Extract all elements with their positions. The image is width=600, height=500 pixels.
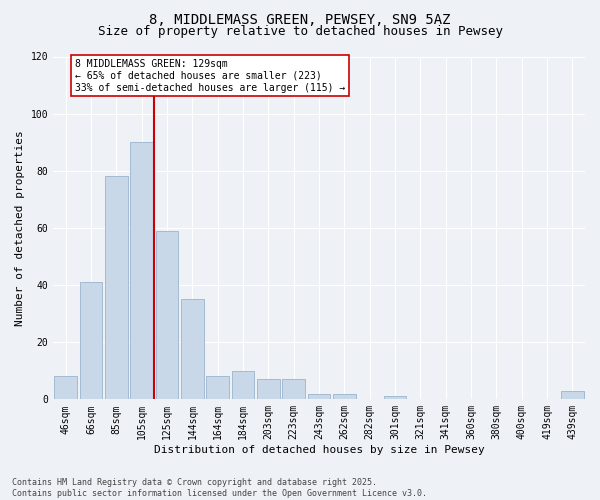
Bar — [383, 396, 406, 400]
Text: Size of property relative to detached houses in Pewsey: Size of property relative to detached ho… — [97, 25, 503, 38]
Bar — [308, 394, 331, 400]
Bar — [561, 391, 584, 400]
X-axis label: Distribution of detached houses by size in Pewsey: Distribution of detached houses by size … — [154, 445, 484, 455]
Text: 8 MIDDLEMASS GREEN: 129sqm
← 65% of detached houses are smaller (223)
33% of sem: 8 MIDDLEMASS GREEN: 129sqm ← 65% of deta… — [74, 60, 345, 92]
Bar — [333, 394, 356, 400]
Bar — [105, 176, 128, 400]
Bar — [155, 231, 178, 400]
Text: 8, MIDDLEMASS GREEN, PEWSEY, SN9 5AZ: 8, MIDDLEMASS GREEN, PEWSEY, SN9 5AZ — [149, 12, 451, 26]
Bar — [206, 376, 229, 400]
Bar — [55, 376, 77, 400]
Bar — [232, 371, 254, 400]
Bar — [130, 142, 153, 400]
Bar — [257, 380, 280, 400]
Bar — [282, 380, 305, 400]
Bar — [80, 282, 103, 400]
Y-axis label: Number of detached properties: Number of detached properties — [15, 130, 25, 326]
Bar — [181, 300, 204, 400]
Text: Contains HM Land Registry data © Crown copyright and database right 2025.
Contai: Contains HM Land Registry data © Crown c… — [12, 478, 427, 498]
